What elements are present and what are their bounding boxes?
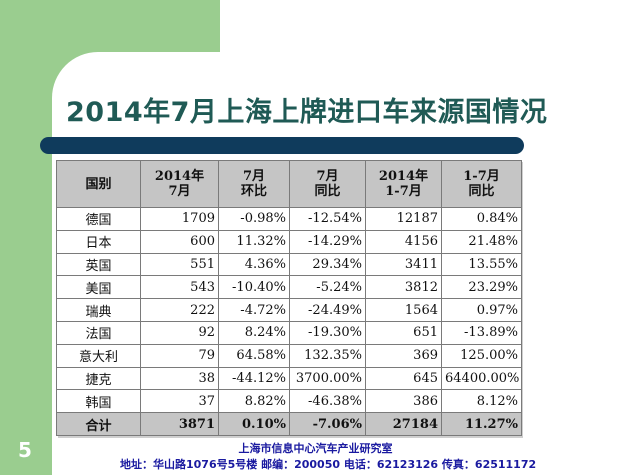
ytd-volume-cell: 3812	[365, 275, 442, 300]
table-header-row: 国别 2014年 7月 7月 环比 7月 同比 2014年 1-7月 1-7月 同比	[56, 160, 522, 208]
total-july-volume-cell: 3871	[140, 412, 219, 436]
total-ytd-volume-cell: 27184	[365, 412, 442, 436]
country-cell: 英国	[56, 252, 141, 277]
ytd-yoy-cell: 0.84%	[441, 207, 522, 231]
total-label-cell: 合计	[56, 412, 141, 436]
header-ytd-2014: 2014年 1-7月	[365, 160, 442, 208]
ytd-volume-cell: 386	[365, 389, 442, 414]
table-row: 德国 1709 -0.98% -12.54% 12187 0.84%	[56, 207, 522, 231]
mom-cell: 8.82%	[218, 389, 290, 414]
yoy-cell: -5.24%	[289, 275, 366, 300]
country-cell: 韩国	[56, 389, 141, 414]
page-number: 5	[18, 438, 32, 462]
country-cell: 美国	[56, 275, 141, 300]
country-cell: 法国	[56, 320, 141, 345]
yoy-cell: -12.54%	[289, 207, 366, 231]
mom-cell: 11.32%	[218, 229, 290, 254]
total-ytd-yoy-cell: 11.27%	[441, 412, 522, 436]
ytd-volume-cell: 645	[365, 366, 442, 391]
ytd-volume-cell: 1564	[365, 298, 442, 322]
yoy-cell: 29.34%	[289, 252, 366, 277]
header-country: 国别	[56, 160, 141, 208]
july-volume-cell: 37	[140, 389, 219, 414]
mom-cell: 4.36%	[218, 252, 290, 277]
ytd-yoy-cell: -13.89%	[441, 320, 522, 345]
july-volume-cell: 222	[140, 298, 219, 322]
country-cell: 捷克	[56, 366, 141, 391]
yoy-cell: -14.29%	[289, 229, 366, 254]
ytd-yoy-cell: 13.55%	[441, 252, 522, 277]
mom-cell: -4.72%	[218, 298, 290, 322]
table-row: 意大利 79 64.58% 132.35% 369 125.00%	[56, 343, 522, 368]
july-volume-cell: 551	[140, 252, 219, 277]
total-mom-cell: 0.10%	[218, 412, 290, 436]
table-row: 韩国 37 8.82% -46.38% 386 8.12%	[56, 389, 522, 414]
table-row: 捷克 38 -44.12% 3700.00% 645 64400.00%	[56, 366, 522, 391]
header-july-yoy: 7月 同比	[289, 160, 366, 208]
header-july-mom: 7月 环比	[218, 160, 290, 208]
table-row: 美国 543 -10.40% -5.24% 3812 23.29%	[56, 275, 522, 300]
yoy-cell: -19.30%	[289, 320, 366, 345]
ytd-yoy-cell: 8.12%	[441, 389, 522, 414]
july-volume-cell: 600	[140, 229, 219, 254]
table-row: 法国 92 8.24% -19.30% 651 -13.89%	[56, 320, 522, 345]
ytd-yoy-cell: 23.29%	[441, 275, 522, 300]
header-ytd-yoy: 1-7月 同比	[441, 160, 522, 208]
ytd-volume-cell: 651	[365, 320, 442, 345]
table-total-row: 合计 3871 0.10% -7.06% 27184 11.27%	[56, 412, 522, 436]
total-yoy-cell: -7.06%	[289, 412, 366, 436]
header-july-2014: 2014年 7月	[140, 160, 219, 208]
country-cell: 瑞典	[56, 298, 141, 322]
ytd-volume-cell: 369	[365, 343, 442, 368]
july-volume-cell: 79	[140, 343, 219, 368]
yoy-cell: -46.38%	[289, 389, 366, 414]
table-row: 英国 551 4.36% 29.34% 3411 13.55%	[56, 252, 522, 277]
ytd-yoy-cell: 0.97%	[441, 298, 522, 322]
ytd-volume-cell: 12187	[365, 207, 442, 231]
title-underline-bar	[40, 137, 524, 154]
mom-cell: -0.98%	[218, 207, 290, 231]
import-source-table: 国别 2014年 7月 7月 环比 7月 同比 2014年 1-7月 1-7月 同比 德国…	[56, 160, 522, 436]
mom-cell: 64.58%	[218, 343, 290, 368]
slide-title: 2014年7月上海上牌进口车来源国情况	[66, 97, 548, 128]
country-cell: 德国	[56, 207, 141, 231]
july-volume-cell: 38	[140, 366, 219, 391]
ytd-yoy-cell: 125.00%	[441, 343, 522, 368]
yoy-cell: -24.49%	[289, 298, 366, 322]
yoy-cell: 3700.00%	[289, 366, 366, 391]
july-volume-cell: 1709	[140, 207, 219, 231]
ytd-volume-cell: 3411	[365, 252, 442, 277]
mom-cell: -10.40%	[218, 275, 290, 300]
july-volume-cell: 92	[140, 320, 219, 345]
country-cell: 日本	[56, 229, 141, 254]
ytd-yoy-cell: 21.48%	[441, 229, 522, 254]
footer-contact: 地址：华山路1076号5号楼 邮编：200050 电话：62123126 传真：…	[120, 458, 537, 471]
ytd-yoy-cell: 64400.00%	[441, 366, 522, 391]
ytd-volume-cell: 4156	[365, 229, 442, 254]
footer-organization: 上海市信息中心汽车产业研究室	[238, 442, 393, 455]
country-cell: 意大利	[56, 343, 141, 368]
yoy-cell: 132.35%	[289, 343, 366, 368]
july-volume-cell: 543	[140, 275, 219, 300]
table-row: 瑞典 222 -4.72% -24.49% 1564 0.97%	[56, 298, 522, 322]
mom-cell: -44.12%	[218, 366, 290, 391]
mom-cell: 8.24%	[218, 320, 290, 345]
table-row: 日本 600 11.32% -14.29% 4156 21.48%	[56, 229, 522, 254]
